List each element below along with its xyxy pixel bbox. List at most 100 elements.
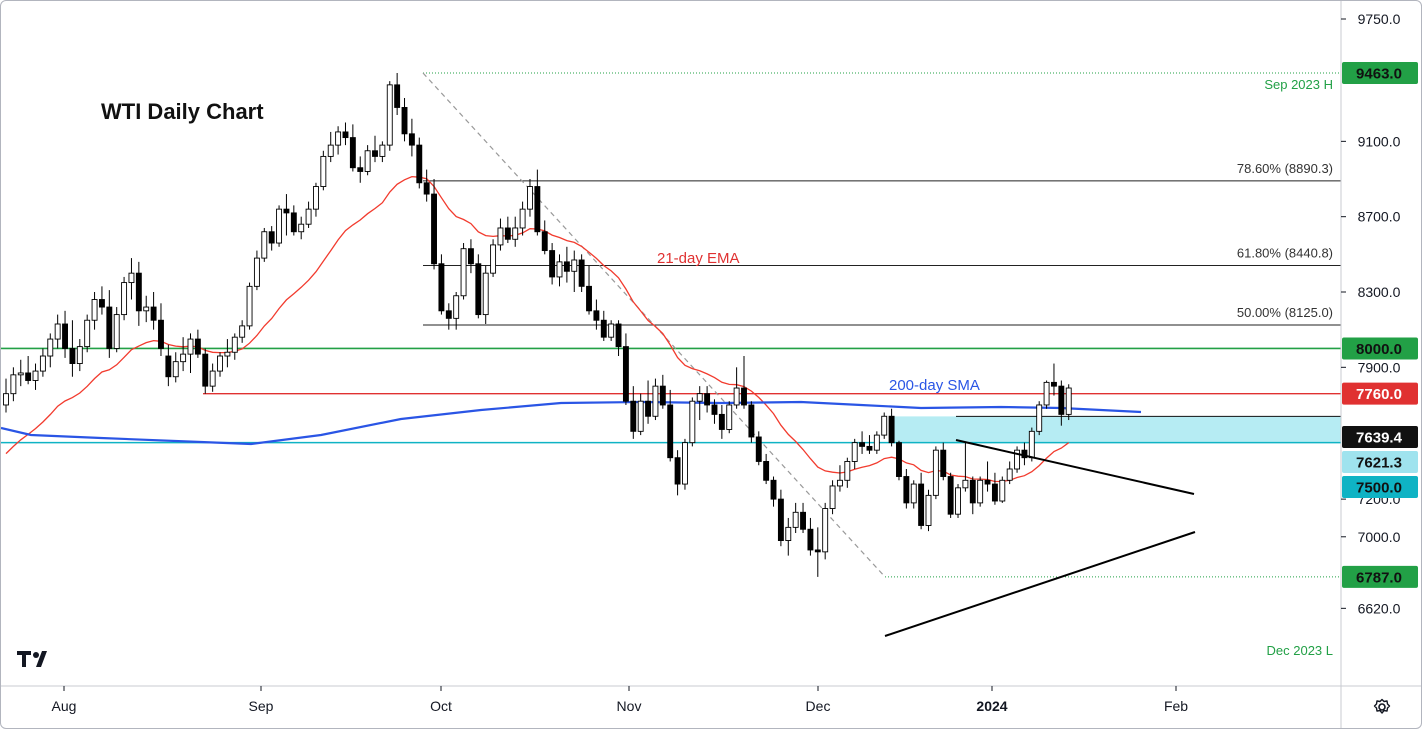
candle xyxy=(622,333,629,405)
dec-low-note: Dec 2023 L xyxy=(1267,643,1334,658)
time-tick-label: 2024 xyxy=(976,698,1007,714)
candle xyxy=(615,320,622,357)
candle xyxy=(777,489,784,547)
candle xyxy=(113,307,120,353)
candle xyxy=(748,401,755,443)
candle xyxy=(453,291,460,330)
candle xyxy=(947,472,954,518)
candle xyxy=(910,480,917,509)
candle xyxy=(106,290,113,358)
candle xyxy=(408,118,415,157)
candle xyxy=(888,408,895,447)
candle xyxy=(17,359,24,387)
candle xyxy=(69,320,76,377)
candle xyxy=(180,337,187,372)
candle xyxy=(873,431,880,454)
candle xyxy=(645,380,652,424)
candle xyxy=(932,446,939,500)
price-tick: 8700.0 xyxy=(1341,209,1401,225)
candle xyxy=(150,291,157,330)
candle xyxy=(3,378,9,413)
candle xyxy=(438,254,445,315)
candle xyxy=(187,333,194,373)
candle xyxy=(10,367,17,402)
time-tick: Feb xyxy=(1164,686,1188,714)
candle xyxy=(372,135,378,163)
candle xyxy=(313,182,319,217)
price-badge-label: 9463.0 xyxy=(1356,66,1402,83)
price-tick: 8300.0 xyxy=(1341,284,1401,300)
candle xyxy=(202,348,209,394)
candle xyxy=(726,401,733,434)
candle xyxy=(733,367,740,409)
price-badge: 6787.0 xyxy=(1342,565,1418,588)
candle xyxy=(386,81,393,151)
candle xyxy=(608,320,615,341)
price-tick-label: 7000.0 xyxy=(1358,529,1401,545)
candle xyxy=(423,169,430,202)
candle xyxy=(718,404,725,439)
candle xyxy=(349,124,356,172)
candle xyxy=(394,73,401,115)
candle xyxy=(497,218,504,251)
candle xyxy=(504,216,511,244)
candle xyxy=(416,137,423,189)
candle xyxy=(600,310,607,341)
candle xyxy=(689,397,696,447)
candle xyxy=(578,254,585,292)
candle xyxy=(268,226,275,251)
candle xyxy=(25,356,32,385)
candle xyxy=(836,465,843,492)
candle xyxy=(1043,380,1050,409)
price-badge: 7639.4 xyxy=(1342,426,1418,448)
candle xyxy=(143,295,150,323)
candle xyxy=(253,250,260,291)
candle xyxy=(844,457,851,488)
candle xyxy=(519,201,526,236)
candle xyxy=(172,352,179,383)
price-tick-label: 9750.0 xyxy=(1358,11,1401,27)
price-badge: 7760.0 xyxy=(1342,382,1418,405)
time-tick: Oct xyxy=(430,686,452,714)
candle xyxy=(659,374,666,409)
candle xyxy=(755,431,762,466)
candle xyxy=(999,476,1006,503)
candle xyxy=(135,261,142,326)
price-badge-label: 7639.4 xyxy=(1356,430,1403,447)
fib-label: 61.80% (8440.8) xyxy=(1237,245,1333,260)
candle xyxy=(1036,401,1043,436)
candle xyxy=(482,265,489,325)
candle xyxy=(98,286,105,315)
sma-200-line xyxy=(1,400,1142,446)
candle xyxy=(955,484,961,518)
annotations-layer: 78.60% (8890.3) 61.80% (8440.8) 50.00% (81… xyxy=(101,77,1333,658)
candle xyxy=(357,156,364,183)
candle xyxy=(364,145,371,176)
candle xyxy=(667,389,674,462)
ema-label: 21-day EMA xyxy=(657,250,740,267)
price-tick: 6620.0 xyxy=(1341,600,1401,616)
candle xyxy=(918,472,925,530)
settings-gear-icon[interactable] xyxy=(1369,695,1395,719)
candle xyxy=(792,502,799,534)
candle xyxy=(534,169,541,236)
candle xyxy=(512,216,519,247)
candle xyxy=(298,216,305,240)
candle xyxy=(859,431,866,454)
price-badge-label: 7760.0 xyxy=(1356,386,1402,403)
candle xyxy=(1006,461,1013,485)
price-tick: 9100.0 xyxy=(1341,133,1401,149)
tradingview-logo[interactable] xyxy=(15,647,59,671)
candle xyxy=(39,348,46,377)
candle xyxy=(807,517,814,556)
candle xyxy=(1058,380,1065,426)
price-badge-label: 6787.0 xyxy=(1356,569,1402,586)
candle xyxy=(991,472,998,505)
candle xyxy=(445,303,452,330)
candle xyxy=(637,393,644,436)
levels-layer xyxy=(1,72,1341,578)
candle xyxy=(1021,442,1028,466)
time-tick: Aug xyxy=(52,686,76,714)
